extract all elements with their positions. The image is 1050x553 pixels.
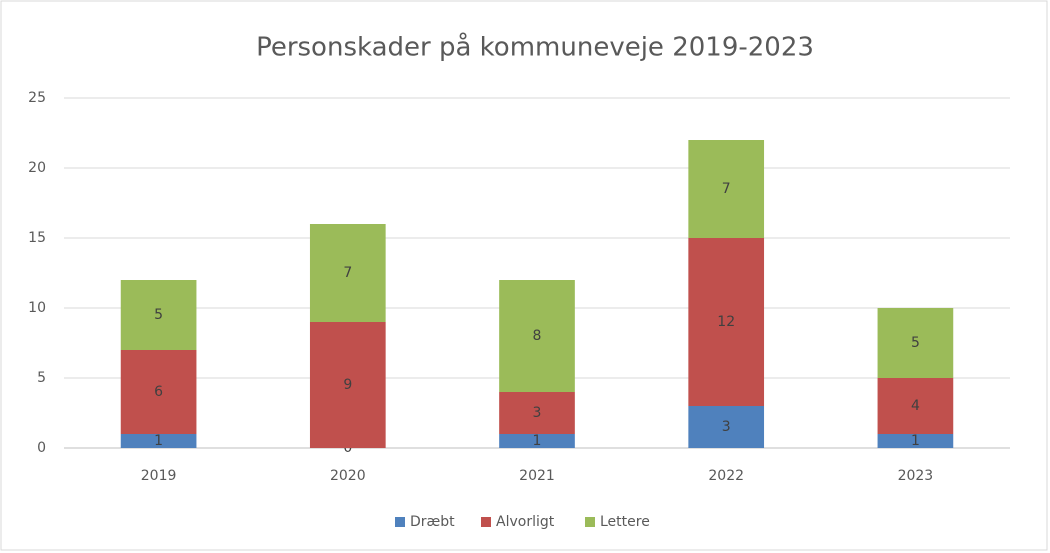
bar-segment <box>499 392 575 434</box>
bar-segment <box>688 238 765 406</box>
legend-label: Alvorligt <box>496 514 555 530</box>
data-label: 3 <box>533 405 542 421</box>
data-label: 5 <box>911 335 920 351</box>
x-tick-label: 2021 <box>519 468 555 484</box>
data-label: 1 <box>154 433 163 449</box>
bar-segment <box>120 280 197 350</box>
x-tick-label: 2022 <box>708 468 744 484</box>
data-label: 4 <box>911 398 920 414</box>
bar-segment <box>688 140 765 238</box>
x-tick-label: 2020 <box>330 468 366 484</box>
data-label: 7 <box>722 181 731 197</box>
y-tick-label: 20 <box>28 160 46 176</box>
data-label: 7 <box>343 265 352 281</box>
legend-label: Lettere <box>600 514 650 530</box>
data-label: 8 <box>533 328 542 344</box>
x-tick-label: 2019 <box>141 468 177 484</box>
data-label: 6 <box>154 384 163 400</box>
legend-swatch <box>585 517 595 527</box>
bar-segment <box>499 280 575 392</box>
data-label: 3 <box>722 419 731 435</box>
bar-segment <box>499 434 575 448</box>
data-label: 1 <box>533 433 542 449</box>
bar-segment <box>877 308 954 378</box>
bar-segment <box>309 224 386 322</box>
y-tick-label: 10 <box>28 300 46 316</box>
y-tick-label: 5 <box>37 370 46 386</box>
x-tick-label: 2023 <box>898 468 934 484</box>
data-label: 5 <box>154 307 163 323</box>
bar-segment <box>688 406 765 448</box>
bar-segment <box>120 434 197 448</box>
bar-segment <box>877 378 954 434</box>
bar-segment <box>120 350 197 434</box>
y-tick-label: 25 <box>28 90 46 106</box>
data-label: 12 <box>717 314 735 330</box>
bar-segment <box>309 322 386 448</box>
data-label: 1 <box>911 433 920 449</box>
legend-swatch <box>395 517 405 527</box>
chart-title: Personskader på kommuneveje 2019-2023 <box>256 32 814 63</box>
data-label: 9 <box>343 377 352 393</box>
legend-label: Dræbt <box>410 514 455 530</box>
legend-swatch <box>481 517 491 527</box>
bar-segment <box>877 434 954 448</box>
y-tick-label: 15 <box>28 230 46 246</box>
y-tick-label: 0 <box>37 440 46 456</box>
